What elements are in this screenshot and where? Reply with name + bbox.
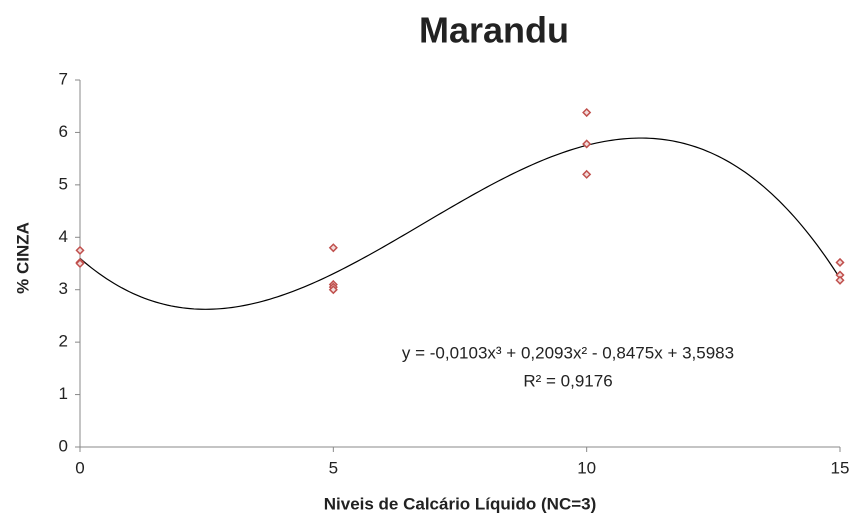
x-tick-label: 10: [577, 458, 596, 477]
y-tick-label: 6: [59, 122, 68, 141]
y-tick-label: 2: [59, 332, 68, 351]
x-axis-title: Niveis de Calcário Líquido (NC=3): [324, 494, 597, 513]
y-tick-label: 7: [59, 69, 68, 88]
equation: y = -0,0103x³ + 0,2093x² - 0,8475x + 3,5…: [402, 343, 734, 362]
y-tick-label: 1: [59, 384, 68, 403]
point: [582, 107, 592, 118]
point: [75, 245, 85, 255]
point: [328, 285, 338, 295]
trendline: [79, 137, 841, 310]
y-axis-title: % CINZA: [13, 222, 32, 294]
point: [328, 243, 338, 253]
y-tick-label: 4: [59, 227, 68, 246]
chart-title: Marandu: [419, 10, 569, 51]
point: [75, 258, 85, 269]
r-squared: R² = 0,9176: [523, 371, 612, 390]
x-tick-label: 15: [831, 458, 850, 477]
point: [582, 139, 592, 149]
x-tick-label: 5: [329, 458, 338, 477]
x-tick-label: 0: [75, 458, 84, 477]
y-tick-label: 5: [59, 174, 68, 193]
point: [835, 257, 845, 268]
y-tick-label: 0: [59, 436, 68, 455]
y-tick-label: 3: [59, 279, 68, 298]
point: [582, 169, 592, 179]
point: [835, 275, 845, 285]
